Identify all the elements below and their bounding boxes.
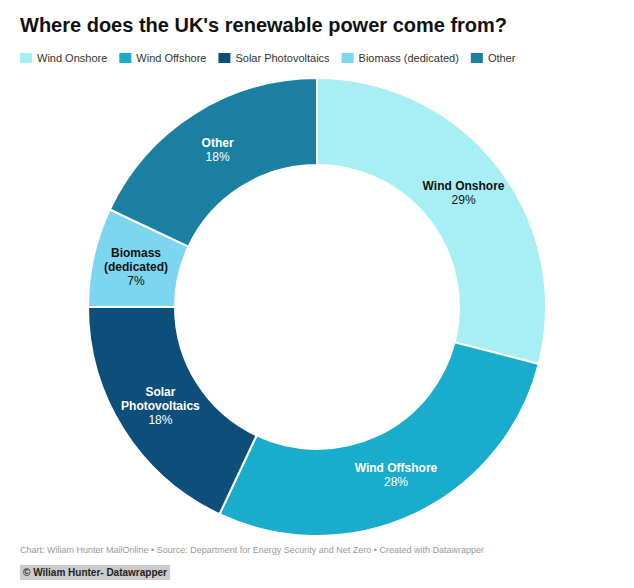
slice-label: Wind Onshore [423,179,505,193]
slice-label: SolarPhotovoltaics [121,385,200,413]
legend-swatch [119,53,131,63]
legend-label: Solar Photovoltaics [235,52,330,64]
legend-item: Biomass (dedicated) [342,52,459,64]
legend-label: Other [488,52,516,64]
data-label: 18% [206,150,230,164]
chart: Where does the UK's renewable power come… [0,0,634,588]
data-label: 18% [148,413,172,427]
legend-item: Other [471,52,516,64]
legend-item: Wind Offshore [119,52,206,64]
slice-label: Other [202,136,234,150]
title: Where does the UK's renewable power come… [20,14,507,36]
data-label: 28% [384,475,408,489]
legend-swatch [20,53,32,63]
credit-text: © Wiliam Hunter- Datawrapper [23,567,167,578]
slice [110,78,317,247]
legend-label: Biomass (dedicated) [359,52,459,64]
data-label: 7% [127,274,145,288]
data-labels: Wind Onshore29% Wind Offshore28% SolarPhot… [104,136,505,488]
donut [88,78,546,536]
legend-item: Wind Onshore [20,52,107,64]
legend: Wind Onshore Wind Offshore Solar Photovolt… [20,52,516,64]
footer-text: Chart: Wiliam Hunter MailOnline • Source… [20,545,484,555]
credit-box [20,565,170,580]
slice [317,78,546,364]
legend-swatch [342,53,354,63]
legend-item: Solar Photovoltaics [218,52,330,64]
legend-label: Wind Offshore [136,52,206,64]
slice [219,342,538,536]
legend-swatch [218,53,230,63]
legend-label: Wind Onshore [37,52,107,64]
slice [88,307,257,514]
slice-label: Biomass(dedicated) [104,246,168,274]
data-label: 29% [452,193,476,207]
footer: Chart: Wiliam Hunter MailOnline • Source… [20,545,484,580]
slice-label: Wind Offshore [355,461,438,475]
legend-swatch [471,53,483,63]
